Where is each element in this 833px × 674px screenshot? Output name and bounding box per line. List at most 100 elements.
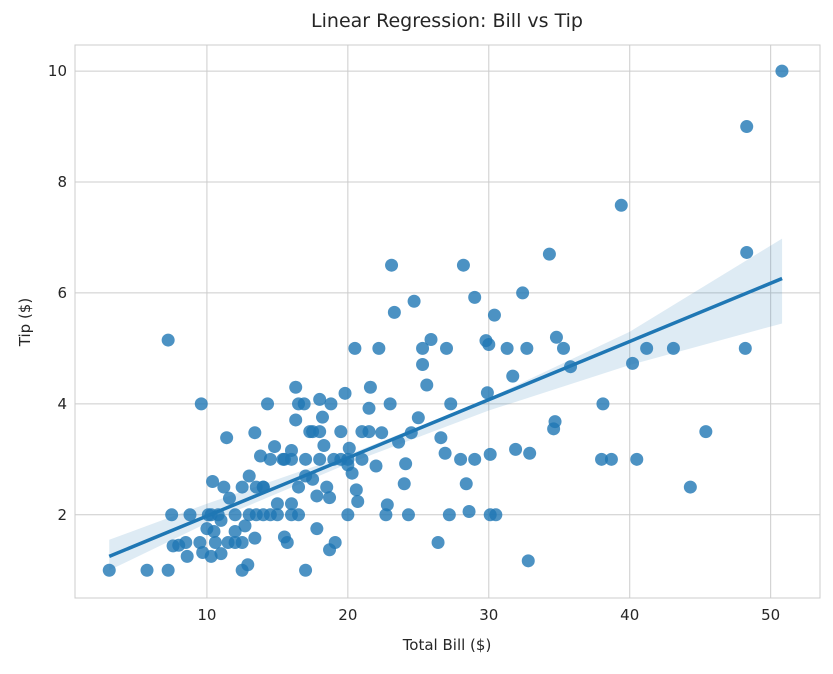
point	[341, 458, 355, 472]
point	[193, 536, 207, 550]
point	[248, 531, 262, 545]
y-axis-label: Tip ($)	[16, 298, 34, 347]
point	[372, 341, 386, 355]
point	[683, 480, 697, 494]
point	[342, 441, 356, 455]
point	[775, 64, 789, 78]
point	[440, 341, 454, 355]
point	[217, 480, 231, 494]
point	[334, 425, 348, 439]
x-tick-label: 30	[479, 606, 498, 624]
point	[385, 258, 399, 272]
point	[242, 469, 256, 483]
point	[355, 452, 369, 466]
point	[222, 491, 236, 505]
point	[548, 415, 562, 429]
y-tick-label: 4	[57, 395, 67, 413]
point	[434, 431, 448, 445]
point	[220, 431, 234, 445]
point	[328, 536, 342, 550]
point	[324, 397, 338, 411]
point	[297, 397, 311, 411]
point	[596, 397, 610, 411]
point	[411, 411, 425, 425]
point	[313, 392, 327, 406]
chart-title: Linear Regression: Bill vs Tip	[311, 10, 583, 32]
point	[289, 380, 303, 394]
point	[362, 401, 376, 415]
point	[228, 524, 242, 538]
point	[542, 247, 556, 261]
point	[480, 386, 494, 400]
point	[462, 504, 476, 518]
point	[363, 380, 377, 394]
point	[630, 452, 644, 466]
point	[338, 386, 352, 400]
point	[214, 547, 228, 561]
point	[289, 413, 303, 427]
point	[253, 449, 267, 463]
point	[407, 294, 421, 308]
point	[482, 338, 496, 352]
point	[468, 452, 482, 466]
point	[438, 446, 452, 460]
point	[383, 397, 397, 411]
point	[442, 508, 456, 522]
point	[454, 452, 468, 466]
point	[604, 452, 618, 466]
point	[323, 491, 337, 505]
point	[456, 258, 470, 272]
point	[375, 426, 389, 440]
point	[699, 425, 713, 439]
point	[310, 489, 324, 503]
point	[348, 341, 362, 355]
point	[317, 438, 331, 452]
point	[270, 508, 284, 522]
point	[249, 508, 263, 522]
y-tick-label: 8	[57, 173, 67, 191]
point	[523, 446, 537, 460]
point	[666, 341, 680, 355]
point	[310, 522, 324, 536]
point	[341, 508, 355, 522]
point	[380, 498, 394, 512]
point	[556, 341, 570, 355]
point	[459, 477, 473, 491]
point	[351, 494, 365, 508]
point	[179, 536, 193, 550]
point	[207, 524, 221, 538]
point	[626, 356, 640, 370]
y-tick-label: 10	[48, 62, 67, 80]
point	[292, 480, 306, 494]
point	[208, 536, 222, 550]
point	[299, 563, 313, 577]
point	[206, 475, 220, 489]
point	[248, 426, 262, 440]
point	[740, 120, 754, 134]
point	[284, 452, 298, 466]
point	[595, 452, 609, 466]
point	[263, 452, 277, 466]
point	[161, 563, 175, 577]
point	[270, 497, 284, 511]
point	[420, 378, 434, 392]
point	[235, 480, 249, 494]
point	[399, 457, 413, 471]
point	[349, 483, 363, 497]
point	[284, 497, 298, 511]
point	[280, 536, 294, 550]
point	[614, 198, 628, 212]
point	[241, 558, 255, 572]
point	[204, 549, 218, 563]
point	[431, 536, 445, 550]
regression-line	[108, 276, 783, 559]
plot-area	[74, 44, 821, 599]
point	[516, 286, 530, 300]
point	[261, 397, 275, 411]
point	[228, 508, 242, 522]
point	[483, 447, 497, 461]
point	[738, 341, 752, 355]
point	[299, 452, 313, 466]
point	[238, 519, 252, 533]
